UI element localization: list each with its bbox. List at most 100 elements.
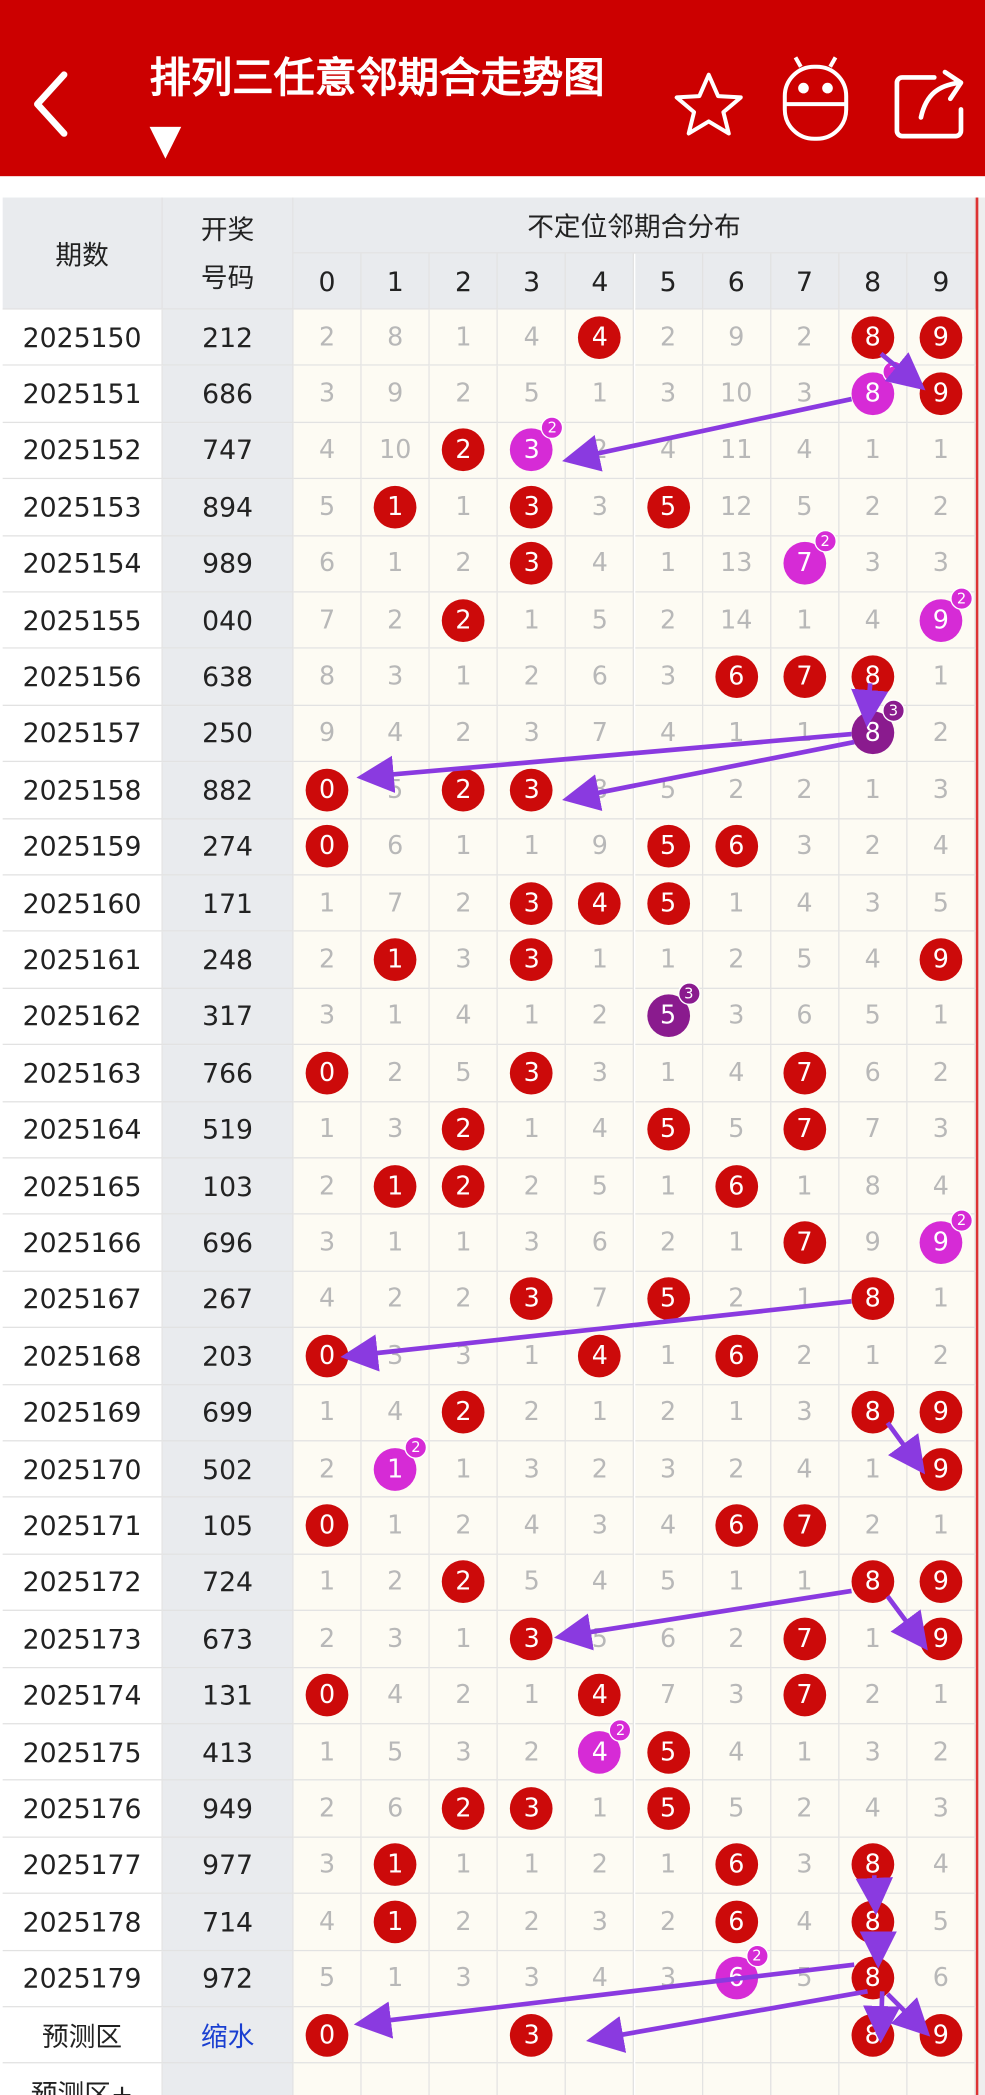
hit-ball: 7 xyxy=(783,1674,826,1717)
hit-ball: 3 xyxy=(510,1051,554,1095)
trend-cell xyxy=(293,2063,362,2095)
trend-cell: 2 xyxy=(566,988,635,1046)
period-cell: 2025175 xyxy=(2,1724,163,1781)
trend-cell: 1 xyxy=(293,1554,362,1612)
trend-cell: 5 xyxy=(566,1611,635,1668)
trend-cell: 8 xyxy=(839,1158,908,1216)
trend-cell: 1 xyxy=(771,592,840,650)
trend-cell: 3 xyxy=(498,932,567,989)
trend-cell: 1 xyxy=(634,1837,703,1895)
period-cell: 2025168 xyxy=(2,1328,163,1385)
trend-cell: 2 xyxy=(293,932,362,989)
trend-cell: 10 xyxy=(361,422,431,480)
trend-cell: 5 xyxy=(702,1780,772,1838)
trend-cell: 5 xyxy=(634,479,703,536)
trend-cell: 6 xyxy=(634,1611,703,1668)
back-button[interactable] xyxy=(34,71,68,137)
number-cell: 105 xyxy=(162,1498,294,1555)
trend-cell: 3 xyxy=(771,1837,840,1895)
trend-cell: 2 xyxy=(430,422,499,480)
trend-cell: 1 xyxy=(907,422,976,480)
trend-cell: 2 xyxy=(293,1158,362,1216)
trend-cell: 1 xyxy=(293,875,362,933)
trend-cell: 3 xyxy=(361,649,431,706)
trend-cell: 14 xyxy=(702,592,772,650)
trend-cell: 1 xyxy=(293,1384,362,1442)
trend-cell: 3 xyxy=(566,1045,635,1102)
trend-cell: 1 xyxy=(498,818,567,876)
trend-cell: 3 xyxy=(498,1780,567,1838)
period-cell: 2025160 xyxy=(2,875,163,933)
hit-ball: 8 xyxy=(851,1391,895,1434)
trend-cell: 1 xyxy=(839,1611,908,1668)
period-cell: 2025150 xyxy=(2,309,163,367)
page-title[interactable]: 排列三任意邻期合走势图 ▼ xyxy=(149,54,605,165)
hit-ball: 3 xyxy=(510,485,554,529)
trend-cell xyxy=(361,2063,431,2095)
trend-cell: 3 xyxy=(293,1215,362,1272)
trend-cell: 9 xyxy=(702,309,772,367)
repeat-badge: 2 xyxy=(541,417,564,440)
trend-cell: 4 xyxy=(702,1045,772,1102)
favorite-button[interactable] xyxy=(674,72,743,136)
trend-cell: 2 xyxy=(430,1101,499,1159)
trend-cell: 4 xyxy=(566,1667,635,1725)
trend-cell: 2 xyxy=(702,762,772,819)
trend-cell: 1 xyxy=(361,479,431,536)
trend-cell: 4 xyxy=(498,1498,567,1555)
repeat-badge: 2 xyxy=(609,1718,632,1742)
trend-cell: 3 xyxy=(430,932,499,989)
trend-cell: 2 xyxy=(430,366,499,423)
trend-cell: 7 xyxy=(771,649,840,706)
period-cell: 2025158 xyxy=(2,762,163,819)
trend-cell: 2 xyxy=(907,1045,976,1102)
number-cell: 699 xyxy=(162,1384,294,1442)
trend-cell: 0 xyxy=(293,818,362,876)
trend-cell: 1 xyxy=(293,1101,362,1159)
trend-cell: 4 xyxy=(293,1271,362,1329)
trend-cell: 2 xyxy=(293,1780,362,1838)
period-cell: 2025151 xyxy=(2,366,163,423)
trend-cell: 1 xyxy=(430,1441,499,1499)
period-cell: 2025164 xyxy=(2,1101,163,1159)
hit-ball: 0 xyxy=(305,825,349,868)
number-cell: 882 xyxy=(162,762,294,819)
hit-ball: 6 xyxy=(714,825,758,868)
number-cell: 673 xyxy=(162,1611,294,1668)
period-cell: 2025154 xyxy=(2,536,163,593)
hit-ball: 4 xyxy=(578,315,622,359)
trend-cell: 4 xyxy=(498,309,567,367)
trend-cell: 3 xyxy=(839,536,908,593)
hit-ball: 3 xyxy=(510,1787,554,1830)
repeat-badge: 2 xyxy=(404,1435,428,1459)
trend-cell: 9 xyxy=(907,1441,976,1499)
share-button[interactable] xyxy=(894,69,964,139)
number-cell: 502 xyxy=(162,1441,294,1499)
trend-cell: 2 xyxy=(430,1554,499,1612)
trend-cell: 0 xyxy=(293,2007,362,2064)
trend-cell: 1 xyxy=(566,366,635,423)
trend-cell xyxy=(702,2007,772,2064)
trend-cell: 0 xyxy=(293,1045,362,1102)
trend-cell: 1 xyxy=(907,649,976,706)
trend-cell: 0 xyxy=(293,762,362,819)
period-cell: 2025153 xyxy=(2,479,163,536)
trend-cell: 2 xyxy=(634,592,703,650)
trend-cell: 6 xyxy=(702,818,772,876)
hit-ball: 6 xyxy=(714,1504,758,1548)
trend-cell: 2 xyxy=(566,422,635,480)
trend-cell: 7 xyxy=(293,592,362,650)
period-cell: 2025176 xyxy=(2,1780,163,1838)
trend-cell: 9 xyxy=(907,1384,976,1442)
hit-ball: 7 xyxy=(783,655,826,699)
top-bar: 排列三任意邻期合走势图 ▼ xyxy=(0,0,985,177)
hit-ball: 2 xyxy=(442,1391,485,1434)
repeat-badge: 2 xyxy=(950,1209,973,1233)
trend-cell: 2 xyxy=(361,1271,431,1329)
robot-button[interactable] xyxy=(782,56,849,141)
